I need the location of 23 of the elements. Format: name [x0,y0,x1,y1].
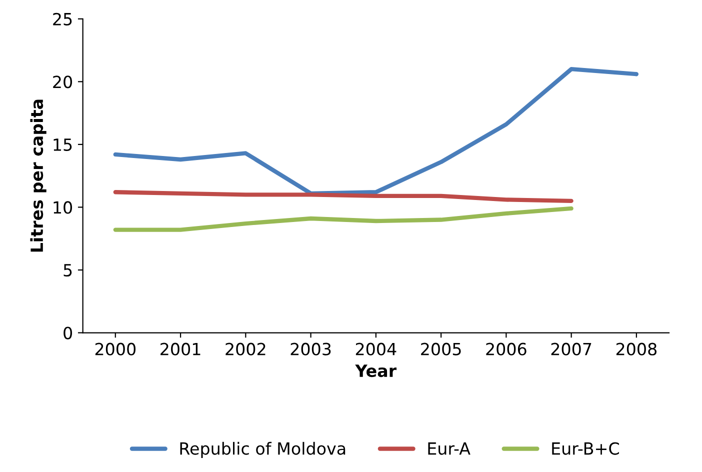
x-tick-label: 2006 [486,342,526,356]
line-series [113,67,639,196]
x-tick-label: 2004 [356,342,396,356]
y-tick-label: 5 [64,264,72,277]
x-tick-label: 2001 [160,342,200,356]
legend-label: Republic of Moldova [180,442,346,458]
y-tick-label: 15 [54,138,72,151]
line-series [113,190,574,204]
x-tick-label: 2003 [290,342,331,356]
x-tick-label: 2008 [616,342,657,356]
legend-label: Eur-B+C [552,442,619,455]
y-tick-label: 20 [53,76,72,88]
x-tick-label: 2007 [551,342,592,356]
y-axis-title: Litres per capita [30,100,46,252]
y-tick-label: 0 [64,326,72,340]
x-tick-label: 2000 [95,342,136,356]
line-series [113,206,574,232]
x-tick-label: 2002 [226,342,266,356]
y-tick-label: 25 [53,12,72,26]
y-tick-label: 10 [54,201,72,214]
legend-label: Eur-A [428,442,470,455]
x-tick-label: 2005 [421,342,461,356]
x-axis-title: Year [355,364,397,378]
